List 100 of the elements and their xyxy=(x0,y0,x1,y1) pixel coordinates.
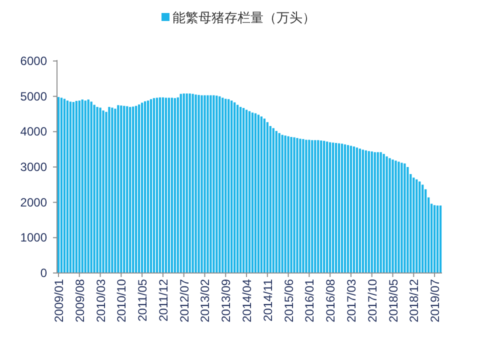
bar xyxy=(96,106,98,273)
bar xyxy=(299,138,302,273)
bar xyxy=(356,148,358,273)
bar xyxy=(388,158,391,273)
bar xyxy=(404,163,406,273)
bar xyxy=(346,145,350,273)
bar xyxy=(344,144,346,273)
bar xyxy=(162,97,164,273)
bar xyxy=(251,112,254,273)
bar xyxy=(272,128,274,273)
bar xyxy=(198,94,200,273)
x-tick-label: 2014/04 xyxy=(240,278,254,322)
bar xyxy=(290,136,292,273)
bar xyxy=(278,133,280,273)
bar xyxy=(138,104,140,273)
bar xyxy=(242,108,245,273)
bar xyxy=(174,98,176,273)
bar xyxy=(329,142,332,273)
bar xyxy=(152,98,156,273)
bar xyxy=(254,113,257,273)
x-tick-label: 2009/08 xyxy=(72,278,87,322)
bar xyxy=(439,206,442,273)
bar xyxy=(78,100,80,273)
bar xyxy=(99,108,102,273)
bar xyxy=(326,142,328,273)
bar xyxy=(210,95,212,273)
x-tick-label: 2018/12 xyxy=(407,278,422,322)
bar xyxy=(108,106,110,273)
bar xyxy=(350,146,352,273)
bar xyxy=(81,100,84,273)
bar xyxy=(248,111,251,273)
x-tick-label: 2010/10 xyxy=(114,278,129,322)
bar xyxy=(305,140,308,273)
bar xyxy=(281,134,284,273)
bar xyxy=(186,94,188,273)
bar xyxy=(230,100,233,273)
bar xyxy=(236,104,239,273)
x-tick-label: 2012/07 xyxy=(177,278,192,322)
bar xyxy=(60,98,63,273)
bar xyxy=(168,98,170,273)
bar xyxy=(216,96,218,273)
x-tick-label: 2010/03 xyxy=(94,278,108,322)
bar xyxy=(135,106,138,273)
bar xyxy=(374,152,376,273)
bar xyxy=(400,162,403,273)
bar xyxy=(194,94,197,273)
bar xyxy=(311,140,314,273)
bar xyxy=(212,95,215,273)
bar xyxy=(364,150,367,273)
bar xyxy=(192,94,194,273)
bar xyxy=(284,136,286,273)
bar xyxy=(334,142,338,273)
bar xyxy=(269,126,272,273)
y-tick-label: 3000 xyxy=(20,160,48,174)
bar xyxy=(140,102,144,273)
bar xyxy=(129,106,132,273)
y-tick-label: 6000 xyxy=(20,54,48,68)
y-tick-label: 1000 xyxy=(20,230,48,245)
bar xyxy=(90,102,92,273)
bar xyxy=(314,140,316,273)
bar xyxy=(436,206,439,273)
bar xyxy=(123,106,126,273)
x-tick-label: 2018/05 xyxy=(386,278,400,322)
legend-label: 能繁母猪存栏量（万头） xyxy=(172,10,316,25)
bar xyxy=(84,100,86,273)
bar xyxy=(398,162,400,273)
bar xyxy=(245,110,248,273)
bar xyxy=(382,154,385,273)
bar xyxy=(72,102,74,273)
x-tick-label: 2011/05 xyxy=(136,278,150,322)
bar xyxy=(266,122,268,273)
bar xyxy=(392,160,394,273)
x-tick-label: 2016/08 xyxy=(324,278,338,322)
bar xyxy=(239,106,242,273)
x-tick-label: 2009/01 xyxy=(52,278,66,322)
bar xyxy=(422,184,424,273)
bar xyxy=(433,205,436,273)
y-tick-label: 0 xyxy=(40,266,48,280)
bar xyxy=(376,152,379,273)
bar xyxy=(170,98,173,273)
bar xyxy=(132,106,134,273)
bar xyxy=(260,116,263,273)
bar xyxy=(75,100,78,273)
bar xyxy=(257,114,260,273)
bar xyxy=(156,98,158,273)
x-tick-label: 2013/02 xyxy=(198,278,212,322)
bar xyxy=(206,95,209,273)
bar xyxy=(218,96,221,273)
bar xyxy=(87,100,90,273)
bar xyxy=(57,97,60,273)
bar xyxy=(114,108,116,273)
bar xyxy=(340,144,344,273)
bar xyxy=(380,152,382,273)
bar xyxy=(66,100,69,273)
bar xyxy=(188,94,191,273)
bar xyxy=(111,108,114,273)
bar xyxy=(394,160,397,273)
bar xyxy=(150,99,152,273)
bar xyxy=(362,150,364,273)
x-tick-label: 2019/07 xyxy=(428,278,442,322)
